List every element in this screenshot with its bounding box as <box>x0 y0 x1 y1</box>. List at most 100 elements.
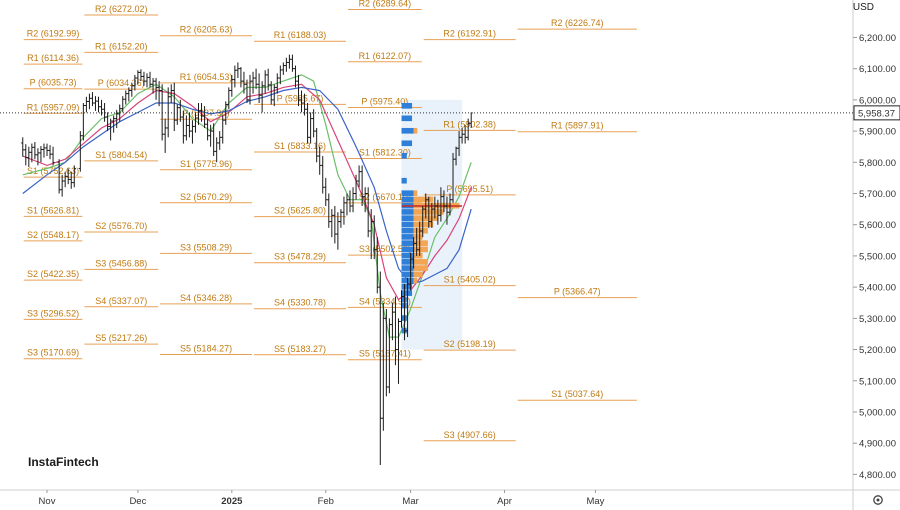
candle <box>81 102 85 141</box>
candle <box>430 202 434 228</box>
volume-profile-bar <box>401 246 414 253</box>
candle <box>78 131 82 172</box>
pivot-label: P (6034.36) <box>98 78 145 88</box>
candle <box>42 143 46 158</box>
candle <box>454 146 458 166</box>
candle <box>339 209 343 228</box>
pivot-label: S5 (5183.27) <box>274 344 326 354</box>
pivot-label: S4 (5330.78) <box>274 298 326 308</box>
candle <box>124 90 128 105</box>
pivot-label: S1 (5626.81) <box>27 205 79 215</box>
candle <box>175 104 179 125</box>
candle <box>233 65 237 88</box>
candle <box>399 290 404 328</box>
candle <box>24 144 28 166</box>
candle <box>315 127 319 163</box>
settings-gear-icon[interactable] <box>872 494 884 506</box>
candle <box>269 81 273 105</box>
candle <box>215 137 219 163</box>
time-tick-label: Apr <box>497 496 512 507</box>
candle <box>236 62 240 79</box>
pivot-label: S2 (5670.10) <box>359 192 411 202</box>
candle <box>305 102 310 144</box>
candle <box>381 302 385 431</box>
price-tick-label: 6,100.00 <box>859 64 896 75</box>
candle <box>212 123 216 157</box>
candle <box>181 110 185 144</box>
candle <box>284 57 288 72</box>
candle <box>263 70 267 94</box>
pivot-label: S5 (5184.27) <box>180 343 232 353</box>
candle <box>133 74 137 91</box>
candle <box>448 193 452 216</box>
candle <box>424 193 428 219</box>
candle <box>169 84 173 103</box>
pivot-label: R2 (6226.74) <box>551 18 604 28</box>
volume-profile-bar <box>413 234 423 240</box>
volume-profile <box>401 102 463 334</box>
volume-profile-bar <box>413 221 434 228</box>
volume-profile-bar <box>401 227 414 234</box>
volume-profile-bar <box>401 234 414 240</box>
volume-profile-bar <box>401 271 414 278</box>
candle <box>84 96 88 113</box>
time-tick-label: May <box>586 496 604 507</box>
time-axis[interactable]: Nov Dec 2025 Feb Mar Apr May <box>39 490 605 507</box>
price-tick-label: 5,000.00 <box>859 407 896 418</box>
candle <box>242 71 246 94</box>
price-tick-label: 5,500.00 <box>859 251 896 262</box>
price-tick-label: 4,800.00 <box>859 470 896 481</box>
candle <box>336 212 340 250</box>
volume-profile-bar <box>401 140 413 147</box>
pivot-label: P (5695.51) <box>446 184 493 194</box>
candle <box>412 237 416 269</box>
price-tick-label: 5,100.00 <box>859 376 896 387</box>
candle <box>102 102 107 122</box>
time-tick-label: Nov <box>39 496 56 507</box>
candle <box>266 68 270 91</box>
candle <box>415 227 419 256</box>
candle <box>36 148 40 166</box>
price-tick-label: 5,800.00 <box>859 158 896 169</box>
candle <box>357 165 361 188</box>
candle <box>96 96 101 113</box>
candle <box>93 96 98 111</box>
price-axis[interactable]: 6,200.00 6,100.00 6,000.00 5,900.00 5,800.00… <box>853 33 900 481</box>
volume-profile-bar <box>413 252 423 259</box>
pivot-label: S3 (5456.88) <box>95 258 147 268</box>
volume-profile-bar <box>413 190 418 197</box>
pivot-label: S1 (5804.54) <box>95 150 147 160</box>
price-tick-label: 4,900.00 <box>859 439 896 450</box>
volume-profile-bar <box>401 240 414 246</box>
pivot-label: S2 (5422.35) <box>27 269 79 279</box>
candle <box>254 68 258 89</box>
candle <box>209 124 213 147</box>
candle <box>372 215 376 260</box>
price-tick-label: 5,600.00 <box>859 220 896 231</box>
pivot-label: R2 (6272.02) <box>95 4 148 14</box>
volume-profile-bar <box>413 265 428 271</box>
candle <box>421 205 425 238</box>
candle <box>202 106 207 128</box>
candle <box>427 196 431 228</box>
candle <box>45 143 49 157</box>
volume-profile-bar <box>413 127 418 134</box>
price-tick-label: 5,400.00 <box>859 283 896 294</box>
candle <box>166 87 170 138</box>
volume-profile-bar <box>401 196 414 203</box>
volume-profile-bar <box>413 271 423 278</box>
candle <box>21 137 25 157</box>
candle <box>363 187 367 213</box>
candle <box>418 221 422 256</box>
pivot-label: R1 (6188.03) <box>274 30 327 40</box>
candle <box>196 102 201 125</box>
volume-profile-bar <box>401 215 414 221</box>
candle <box>345 193 349 216</box>
pivot-label: S3 (5170.69) <box>27 348 79 358</box>
pivot-label: R1 (5902.38) <box>443 119 496 129</box>
pivot-label: S4 (5337.07) <box>95 296 147 306</box>
volume-profile-bar <box>401 102 413 109</box>
candle <box>30 143 34 163</box>
